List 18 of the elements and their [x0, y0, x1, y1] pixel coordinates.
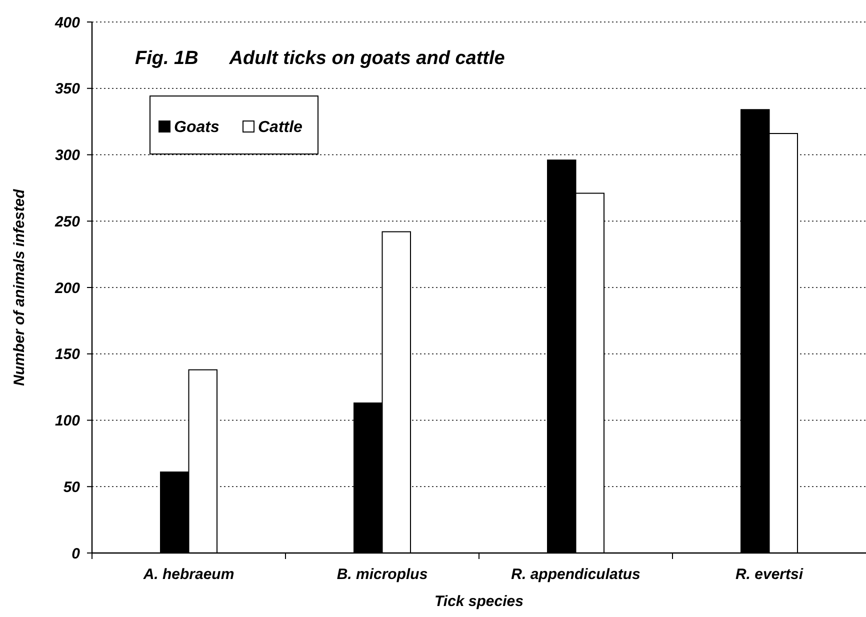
x-axis-title: Tick species: [434, 593, 524, 610]
y-tick-label: 200: [54, 280, 81, 297]
y-tick-label: 350: [54, 80, 81, 98]
y-tick-label: 50: [63, 478, 81, 496]
y-tick-label: 300: [54, 147, 81, 164]
legend-label: Goats: [174, 119, 220, 136]
y-axis-title: Number of animals infested: [11, 188, 28, 386]
y-tick-label: 0: [72, 545, 81, 562]
x-tick-label: R. appendiculatus: [511, 566, 640, 583]
x-tick-label: A. hebraeum: [142, 566, 234, 583]
text: Fig. 1B Adult ticks on goats and cattle: [135, 48, 506, 69]
y-tick-label: 400: [54, 14, 81, 32]
y-tick-label: 150: [54, 346, 81, 364]
x-tick-label: R. evertsi: [735, 566, 804, 583]
x-tick-label: B. microplus: [336, 566, 428, 583]
y-tick-label: 100: [54, 412, 81, 430]
legend-label: Cattle: [258, 119, 303, 136]
y-tick-label: 250: [54, 213, 81, 230]
